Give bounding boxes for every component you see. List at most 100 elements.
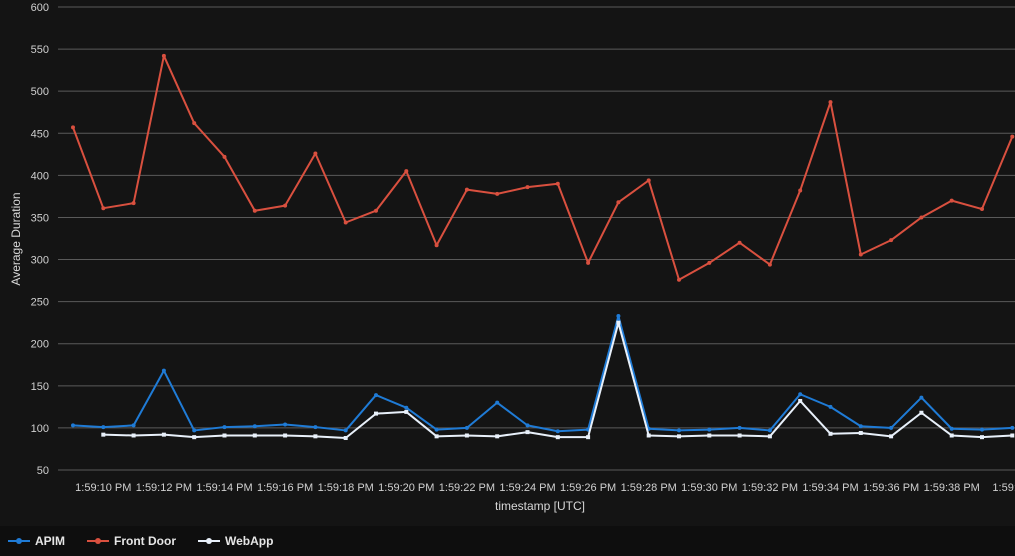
data-point — [858, 430, 863, 435]
data-point — [71, 125, 75, 130]
data-point — [343, 436, 348, 441]
data-point — [192, 428, 197, 433]
data-point — [858, 424, 863, 429]
x-tick-label: 1:59:22 PM — [439, 482, 495, 494]
data-point — [343, 220, 348, 225]
data-point — [343, 428, 348, 433]
data-point — [616, 320, 621, 325]
data-point — [616, 200, 621, 205]
data-point — [283, 422, 288, 427]
data-point — [404, 405, 409, 410]
x-tick-label: 1:59:32 PM — [742, 482, 798, 494]
data-point — [949, 426, 954, 431]
data-point — [798, 398, 803, 403]
series-front-door — [71, 53, 1015, 282]
data-point — [434, 243, 439, 248]
x-tick-label: 1:59:20 PM — [378, 482, 434, 494]
y-tick-label: 450 — [31, 128, 49, 140]
data-point — [434, 434, 439, 439]
y-tick-label: 300 — [31, 255, 49, 267]
data-point — [283, 203, 288, 208]
data-point — [525, 185, 530, 190]
data-point — [919, 215, 924, 220]
data-point — [646, 178, 651, 183]
data-point — [313, 151, 318, 156]
data-point — [464, 433, 469, 438]
legend-swatch-icon — [198, 535, 220, 547]
data-point — [555, 435, 560, 440]
data-point — [374, 208, 378, 213]
data-point — [131, 433, 136, 438]
y-tick-label: 50 — [37, 465, 49, 477]
y-axis-ticks: 50 100 150 200 250 300 350 400 450 500 550 600 — [31, 2, 49, 477]
series-line — [72, 314, 1013, 433]
data-point — [980, 435, 984, 440]
x-tick-label: 1:59:28 PM — [621, 482, 677, 494]
data-point — [677, 428, 681, 433]
data-point — [252, 208, 257, 213]
data-point — [161, 368, 166, 373]
data-point — [677, 434, 681, 439]
data-point — [525, 430, 530, 435]
data-point — [374, 393, 378, 398]
data-point — [798, 188, 803, 193]
x-tick-label: 1:59:10 PM — [75, 482, 131, 494]
data-point — [707, 260, 712, 265]
data-point — [919, 395, 924, 400]
x-tick-label: 1:59:24 PM — [499, 482, 555, 494]
data-point — [495, 400, 500, 405]
data-point — [646, 433, 651, 438]
legend-item-front-door[interactable]: Front Door — [87, 534, 176, 548]
data-point — [586, 260, 591, 265]
data-point — [131, 201, 136, 206]
series-webapp — [101, 320, 1015, 441]
x-tick-label: 1:59:30 PM — [681, 482, 737, 494]
data-point — [828, 404, 833, 409]
legend-label: APIM — [35, 534, 65, 548]
x-axis-title: timestamp [UTC] — [495, 499, 585, 513]
data-point — [889, 434, 894, 439]
data-point — [1010, 134, 1015, 139]
y-tick-label: 500 — [31, 86, 49, 98]
data-point — [949, 198, 954, 203]
data-point — [889, 238, 894, 243]
data-point — [949, 433, 954, 438]
data-point — [737, 240, 742, 245]
y-tick-label: 350 — [31, 212, 49, 224]
data-point — [222, 433, 227, 438]
data-point — [404, 169, 409, 174]
x-tick-label: 1:59:4... — [992, 482, 1015, 494]
data-point — [495, 191, 500, 196]
data-point — [858, 252, 863, 257]
legend-item-webapp[interactable]: WebApp — [198, 534, 273, 548]
data-point — [374, 411, 378, 416]
y-tick-label: 250 — [31, 297, 49, 309]
y-tick-label: 550 — [31, 44, 49, 56]
data-point — [677, 277, 681, 282]
data-point — [192, 121, 197, 126]
x-tick-label: 1:59:18 PM — [318, 482, 374, 494]
data-point — [737, 425, 742, 430]
y-tick-label: 400 — [31, 170, 49, 182]
data-point — [586, 435, 591, 440]
x-tick-label: 1:59:26 PM — [560, 482, 616, 494]
line-chart: 50 100 150 200 250 300 350 400 450 500 550 600 1:59… — [9, 2, 1015, 513]
data-point — [1010, 425, 1015, 430]
x-axis-ticks: 1:59:10 PM 1:59:12 PM 1:59:14 PM 1:59:16 PM… — [75, 482, 1015, 494]
y-axis-title: Average Duration — [9, 192, 23, 285]
data-point — [192, 435, 197, 440]
y-tick-label: 200 — [31, 339, 49, 351]
data-point — [495, 434, 500, 439]
data-point — [555, 181, 560, 186]
data-point — [131, 423, 136, 428]
data-point — [101, 425, 106, 430]
legend-item-apim[interactable]: APIM — [8, 534, 65, 548]
x-tick-label: 1:59:36 PM — [863, 482, 919, 494]
data-point — [404, 409, 409, 414]
data-point — [828, 431, 833, 436]
data-point — [434, 427, 439, 432]
legend: APIM Front Door WebApp — [0, 526, 1015, 556]
y-tick-label: 150 — [31, 381, 49, 393]
x-tick-label: 1:59:38 PM — [924, 482, 980, 494]
data-point — [828, 100, 833, 105]
